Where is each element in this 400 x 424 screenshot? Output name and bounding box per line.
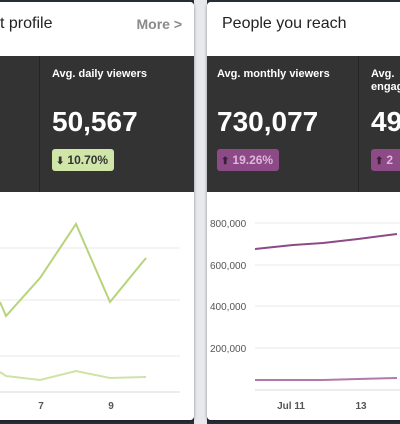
stat-label: Avg. daily viewers <box>52 68 147 80</box>
x-tick-label: Jul 11 <box>277 401 305 412</box>
people-reach-card-header: People you reach <box>207 2 400 44</box>
stat-label: Avg.engag <box>371 68 400 94</box>
change-value: 10.70% <box>67 153 109 167</box>
page-gutter <box>194 0 207 424</box>
stat-value: 49 <box>371 106 400 137</box>
stats-panel: Avg. daily viewers 50,567 ⬇ 10.70% <box>0 56 194 192</box>
y-tick-label: 800,000 <box>210 219 247 230</box>
change-badge: ⬆ 2 <box>371 149 400 171</box>
series-line-reach <box>254 233 398 250</box>
stat-divider <box>39 56 40 192</box>
y-tick-label: 200,000 <box>210 344 247 355</box>
series-line-secondary <box>0 369 147 382</box>
x-tick-label: 9 <box>108 401 114 412</box>
change-value: 19.26% <box>232 153 274 167</box>
stat-label: Avg. monthly viewers <box>217 68 330 80</box>
change-value: 2 <box>386 153 394 167</box>
avg-daily-viewers-stat: Avg. daily viewers 50,567 ⬇ 10.70% <box>52 56 192 192</box>
stat-divider <box>358 56 359 192</box>
stat-label-line1: Avg. <box>371 68 395 80</box>
series-line-viewers <box>0 221 147 318</box>
stat-label-line2: engag <box>371 81 400 93</box>
profile-chart: 7 9 <box>0 192 194 420</box>
stat-value: 730,077 <box>217 106 319 137</box>
card-title: People you reach <box>222 15 347 32</box>
y-tick-label: 600,000 <box>210 261 247 272</box>
people-reach-card: People you reach Avg. monthly viewers 73… <box>207 2 400 420</box>
profile-chart-svg: 7 9 <box>0 221 180 412</box>
arrow-down-icon: ⬇ <box>56 156 65 167</box>
x-tick-label: 7 <box>38 401 44 412</box>
x-tick-label: 13 <box>355 401 367 412</box>
more-link[interactable]: More > <box>136 16 182 32</box>
y-tick-label: 400,000 <box>210 302 247 313</box>
arrow-up-icon: ⬆ <box>375 156 384 167</box>
people-reach-chart-svg: 800,000 600,000 400,000 200,000 Jul 11 1… <box>210 219 400 412</box>
people-reach-chart: 800,000 600,000 400,000 200,000 Jul 11 1… <box>207 192 400 420</box>
arrow-up-icon: ⬆ <box>221 156 230 167</box>
stats-panel: Avg. monthly viewers 730,077 ⬆ 19.26% Avg… <box>207 56 400 192</box>
profile-card-header: t profile More > <box>0 2 194 44</box>
change-badge: ⬇ 10.70% <box>52 149 115 171</box>
change-badge: ⬆ 19.26% <box>217 149 280 171</box>
avg-engagement-stat: Avg.engag 49 ⬆2 <box>371 56 400 192</box>
avg-monthly-viewers-stat: Avg. monthly viewers 730,077 ⬆ 19.26% <box>217 56 357 192</box>
series-line-secondary <box>255 377 398 381</box>
stat-value: 50,567 <box>52 106 138 137</box>
profile-card: t profile More > Avg. daily viewers 50,5… <box>0 2 194 420</box>
card-title: t profile <box>0 15 53 32</box>
